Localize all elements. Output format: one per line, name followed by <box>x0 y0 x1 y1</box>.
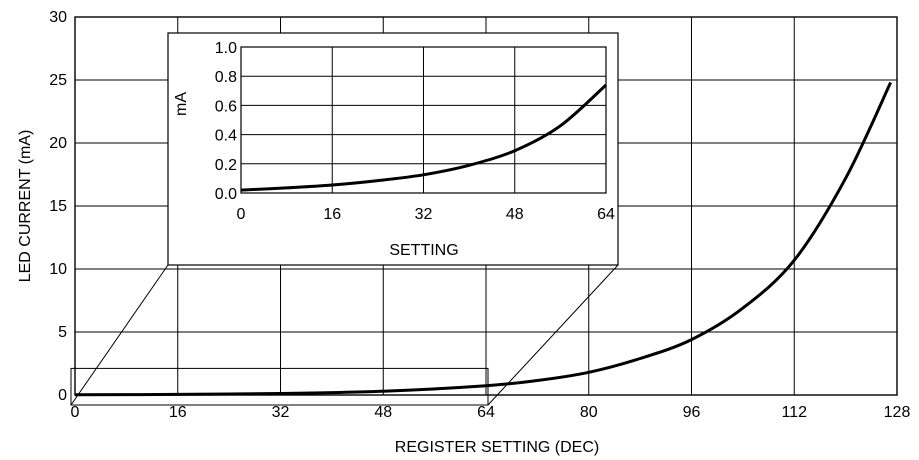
main-x-tick-label: 48 <box>374 404 392 421</box>
y-axis-label: LED CURRENT (mA) <box>17 130 34 283</box>
inset-x-axis-label: SETTING <box>389 242 458 259</box>
x-axis-label: REGISTER SETTING (DEC) <box>395 439 599 456</box>
main-y-tick-label: 15 <box>49 198 67 215</box>
inset-y-tick-label: 0.2 <box>215 157 237 174</box>
inset-x-tick-label: 48 <box>506 206 524 223</box>
inset-grid <box>240 46 607 194</box>
main-x-tick-label: 112 <box>781 404 807 421</box>
inset-x-tick-label: 16 <box>323 206 341 223</box>
main-x-tick-label: 80 <box>580 404 598 421</box>
main-x-tick-label: 32 <box>272 404 290 421</box>
main-x-tick-label: 16 <box>169 404 187 421</box>
inset-y-tick-label: 0.8 <box>215 69 237 86</box>
inset-x-tick-label: 32 <box>415 206 433 223</box>
main-y-tick-label: 10 <box>49 261 67 278</box>
main-x-tick-label: 96 <box>683 404 701 421</box>
inset-y-tick-label: 0.6 <box>215 98 237 115</box>
main-y-tick-label: 5 <box>58 324 67 341</box>
inset-y-tick-label: 0.4 <box>215 128 237 145</box>
inset-tick-labels: 0 16 32 48 64 0.0 0.2 0.4 0.6 0.8 1.0 <box>215 40 615 223</box>
main-series-line <box>74 81 892 397</box>
main-y-tick-label: 20 <box>49 135 67 152</box>
main-y-tick-label: 0 <box>58 387 67 404</box>
inset-panel <box>167 32 619 266</box>
main-y-tick-label: 25 <box>49 72 67 89</box>
zoom-connector-right <box>487 264 619 406</box>
zoom-connector-left <box>70 264 169 406</box>
inset-x-tick-label: 64 <box>597 206 615 223</box>
inset-series-line <box>240 83 608 192</box>
main-tick-labels: 0 16 32 48 64 80 96 112 128 0 5 10 15 20 25 30 <box>49 9 910 421</box>
main-y-tick-label: 30 <box>49 9 67 26</box>
main-x-tick-label: 0 <box>71 404 80 421</box>
inset-x-tick-label: 0 <box>237 206 246 223</box>
inset-y-tick-label: 1.0 <box>215 40 237 57</box>
main-x-tick-label: 64 <box>477 404 495 421</box>
main-x-tick-label: 128 <box>884 404 911 421</box>
inset-y-axis-label: mA <box>173 92 190 116</box>
inset-y-tick-label: 0.0 <box>215 186 237 203</box>
zoom-region-box <box>70 367 489 406</box>
